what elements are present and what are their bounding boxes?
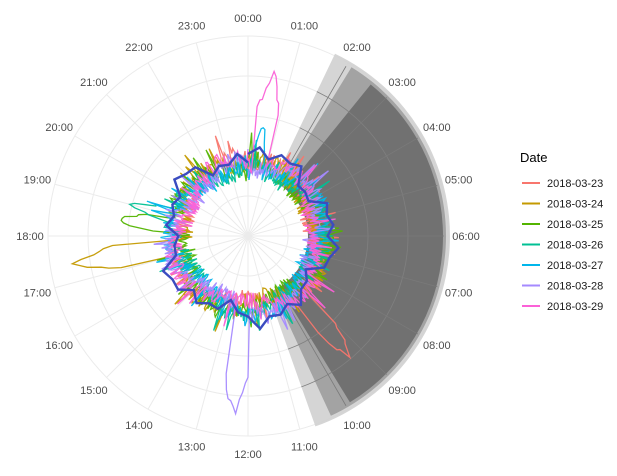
grid-spoke-inner — [247, 235, 301, 267]
grid-spoke-inner — [247, 235, 279, 289]
grid-spoke-inner — [205, 193, 249, 237]
series-line — [146, 127, 339, 327]
grid-spoke-inner — [217, 235, 249, 289]
grid-spoke-inner — [247, 219, 307, 237]
hour-label: 14:00 — [125, 420, 153, 432]
series-line — [164, 69, 336, 327]
grid-spoke-inner — [189, 219, 249, 237]
grid-spoke-inner — [247, 235, 307, 253]
legend-label: 2018-03-28 — [547, 281, 603, 293]
grid-spoke-inner — [247, 235, 265, 295]
hour-label: 05:00 — [445, 175, 473, 187]
legend-label: 2018-03-26 — [547, 240, 603, 252]
hour-label: 02:00 — [343, 42, 371, 54]
hour-label: 08:00 — [423, 340, 451, 352]
hour-label: 07:00 — [445, 287, 473, 299]
hour-label: 15:00 — [80, 385, 108, 397]
legend: Date 2018-03-23 2018-03-24 2018-03-25 2018-… — [520, 150, 603, 313]
mean-line — [161, 145, 341, 331]
hour-label: 13:00 — [178, 442, 206, 454]
band-grid-arc — [301, 91, 409, 388]
grid-spoke-inner — [247, 177, 265, 237]
hour-label: 17:00 — [24, 287, 52, 299]
legend-label: 2018-03-25 — [547, 219, 603, 231]
grid-spoke-inner — [195, 205, 249, 237]
hour-label: 12:00 — [234, 449, 262, 461]
hour-label: 06:00 — [452, 231, 480, 243]
hour-label: 21:00 — [80, 77, 108, 89]
grid-spoke-inner — [231, 177, 249, 237]
hour-label: 01:00 — [291, 20, 319, 32]
night-shaded-band — [188, 53, 450, 427]
legend-title: Date — [520, 150, 547, 165]
hour-label: 11:00 — [291, 442, 318, 454]
hour-label: 19:00 — [24, 175, 52, 187]
hour-label: 09:00 — [388, 385, 416, 397]
grid-spoke-inner — [247, 205, 301, 237]
grid-spoke-inner — [247, 193, 291, 237]
grid-spoke-inner — [247, 235, 291, 279]
legend-label: 2018-03-29 — [547, 301, 603, 313]
grid-spoke-inner — [189, 235, 249, 253]
hour-labels: 00:00 01:00 02:00 03:00 04:00 05:00 06:00 07:00… — [16, 13, 480, 461]
mean-line-path — [161, 145, 341, 331]
hour-label: 03:00 — [388, 77, 416, 89]
legend-label: 2018-03-24 — [547, 199, 603, 211]
grid-spoke-inner — [195, 235, 249, 267]
hour-label: 20:00 — [45, 122, 73, 134]
grid-spoke-inner — [205, 235, 249, 279]
hour-label: 22:00 — [125, 42, 153, 54]
grid-spoke-inner — [231, 235, 249, 295]
legend-label: 2018-03-23 — [547, 178, 603, 190]
legend-label: 2018-03-27 — [547, 260, 603, 272]
band-dark — [248, 84, 443, 403]
hour-label: 04:00 — [423, 122, 451, 134]
hour-label: 23:00 — [178, 20, 206, 32]
hour-label: 16:00 — [45, 340, 73, 352]
grid-spoke-inner — [217, 183, 249, 237]
hour-label: 18:00 — [16, 231, 44, 243]
grid-spoke-inner — [247, 183, 279, 237]
series-lines — [70, 69, 352, 416]
hour-label: 10:00 — [343, 420, 371, 432]
hour-label: 00:00 — [234, 13, 262, 25]
